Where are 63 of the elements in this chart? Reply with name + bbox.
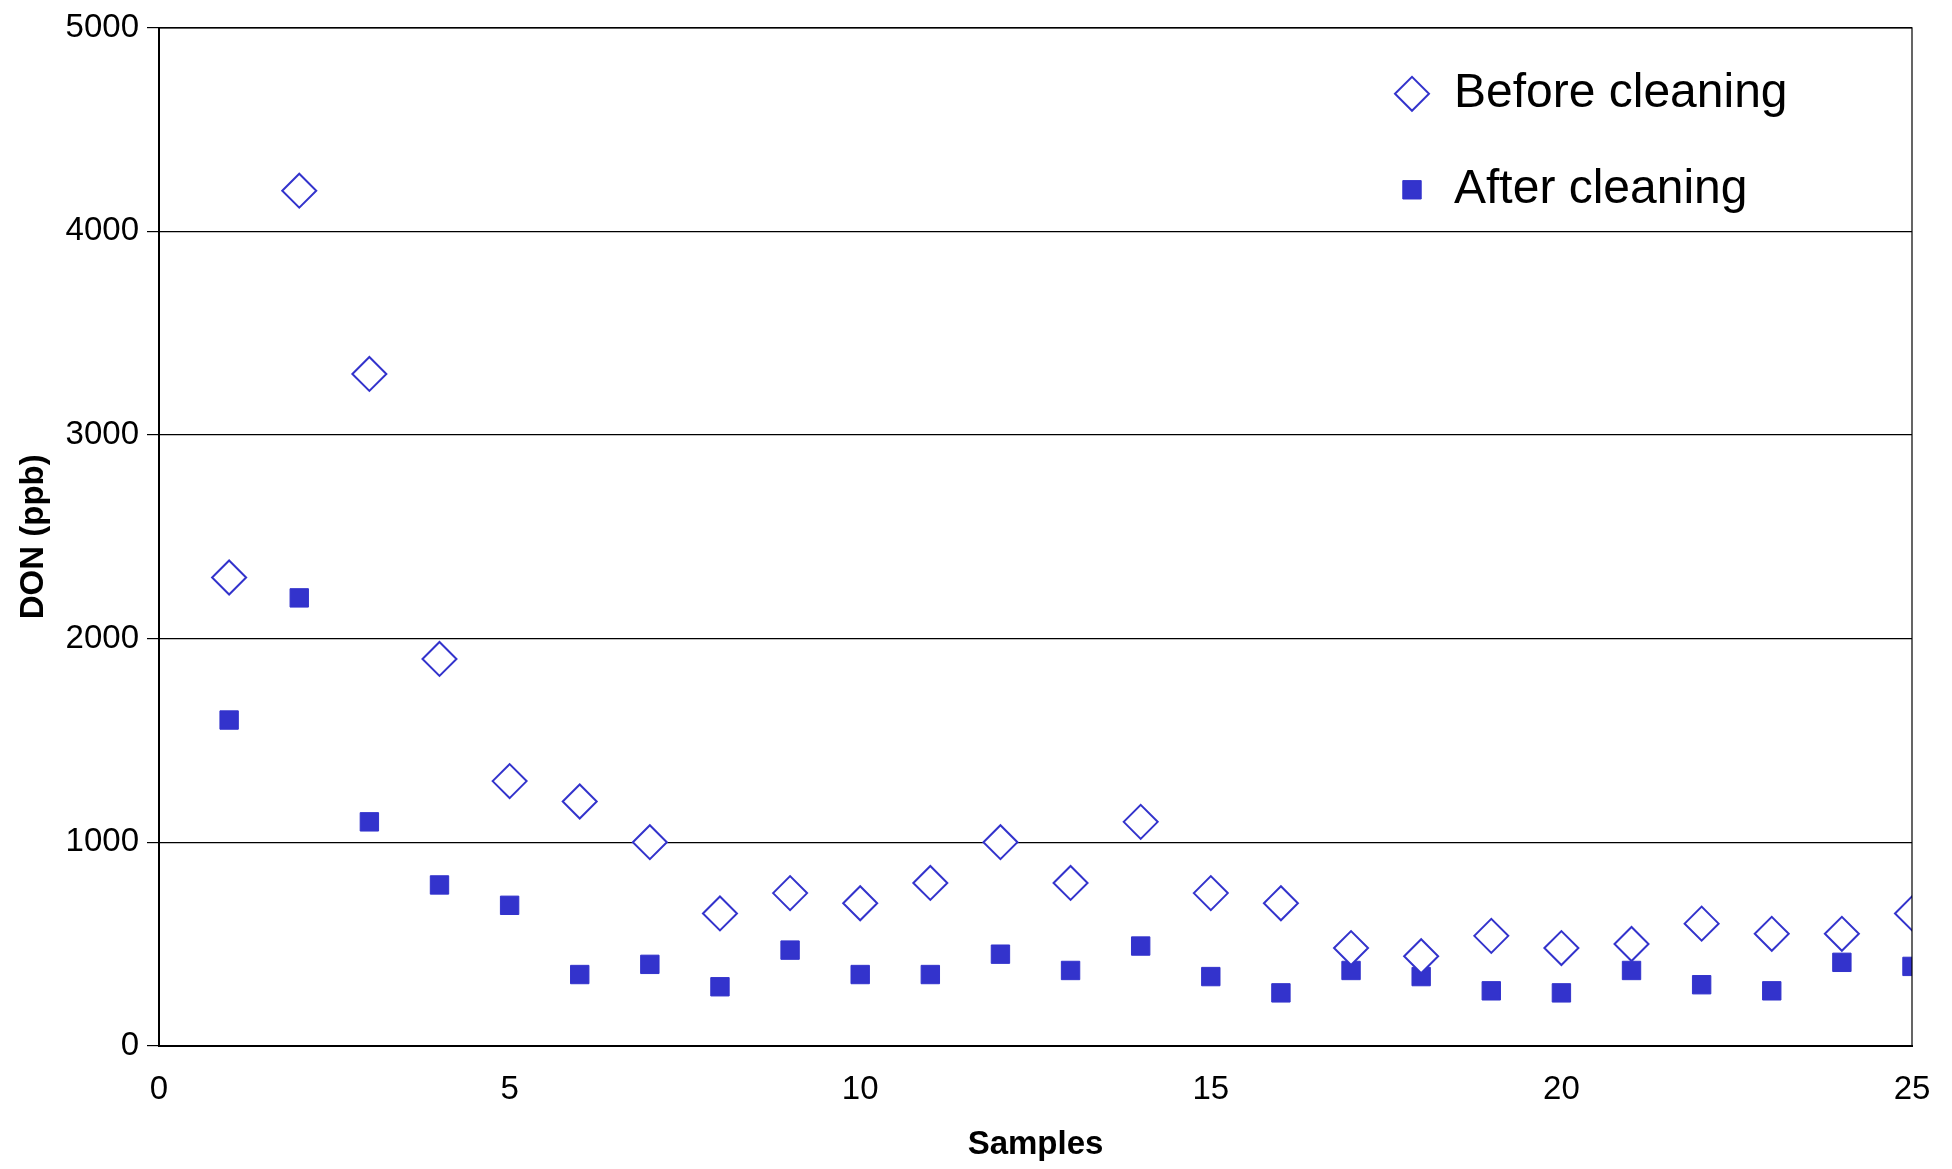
point <box>570 964 590 985</box>
x-tick-label: 20 <box>1543 1068 1580 1106</box>
point <box>701 895 738 932</box>
point <box>281 172 318 209</box>
point <box>1271 983 1291 1003</box>
x-tick-label: 5 <box>500 1068 519 1106</box>
point <box>491 763 528 800</box>
point <box>1823 915 1860 952</box>
point <box>912 864 949 901</box>
point <box>421 640 458 677</box>
y-tick-label: 2000 <box>65 617 140 655</box>
point <box>1473 917 1510 954</box>
point <box>1762 981 1782 1001</box>
point <box>211 559 248 596</box>
point <box>1481 981 1501 1001</box>
y-axis-title: DON (ppb) <box>12 454 50 620</box>
point <box>772 875 809 912</box>
point <box>1683 905 1720 942</box>
point <box>1551 983 1572 1003</box>
point <box>1130 936 1151 956</box>
point <box>982 824 1019 861</box>
point <box>289 588 309 608</box>
x-tick-label: 0 <box>149 1068 169 1106</box>
point <box>780 940 800 960</box>
point <box>1543 930 1580 967</box>
point <box>499 895 520 916</box>
point <box>1060 960 1081 981</box>
point <box>631 824 668 861</box>
y-tick-label: 0 <box>120 1024 140 1062</box>
point <box>990 944 1011 964</box>
point <box>561 783 598 820</box>
x-tick-label: 25 <box>1893 1068 1931 1106</box>
point <box>850 964 870 985</box>
point <box>920 964 941 985</box>
point <box>359 812 380 832</box>
point <box>640 954 660 975</box>
point <box>1403 938 1440 975</box>
legend-label: After cleaning <box>1454 160 1748 214</box>
y-tick-label: 3000 <box>65 414 140 452</box>
point <box>1333 930 1370 967</box>
point <box>1613 926 1650 962</box>
point <box>351 355 388 392</box>
x-tick-label: 15 <box>1192 1068 1230 1106</box>
point <box>219 710 239 730</box>
point <box>842 885 879 922</box>
point <box>429 875 450 895</box>
y-tick-label: 5000 <box>65 6 140 44</box>
y-tick-label: 1000 <box>65 821 140 859</box>
legend-label: Before cleaning <box>1454 64 1788 118</box>
point <box>1832 952 1852 973</box>
point <box>1262 885 1299 922</box>
point <box>1341 960 1361 981</box>
point <box>1753 915 1790 952</box>
point <box>1691 975 1712 995</box>
y-tick-label: 4000 <box>65 210 140 248</box>
point <box>710 977 730 997</box>
x-tick-label: 10 <box>841 1068 879 1106</box>
point <box>1052 864 1089 901</box>
point <box>1201 966 1221 987</box>
point <box>1192 875 1229 912</box>
point <box>1122 803 1159 840</box>
x-axis-title: Samples <box>967 1124 1104 1162</box>
point <box>1621 960 1642 981</box>
